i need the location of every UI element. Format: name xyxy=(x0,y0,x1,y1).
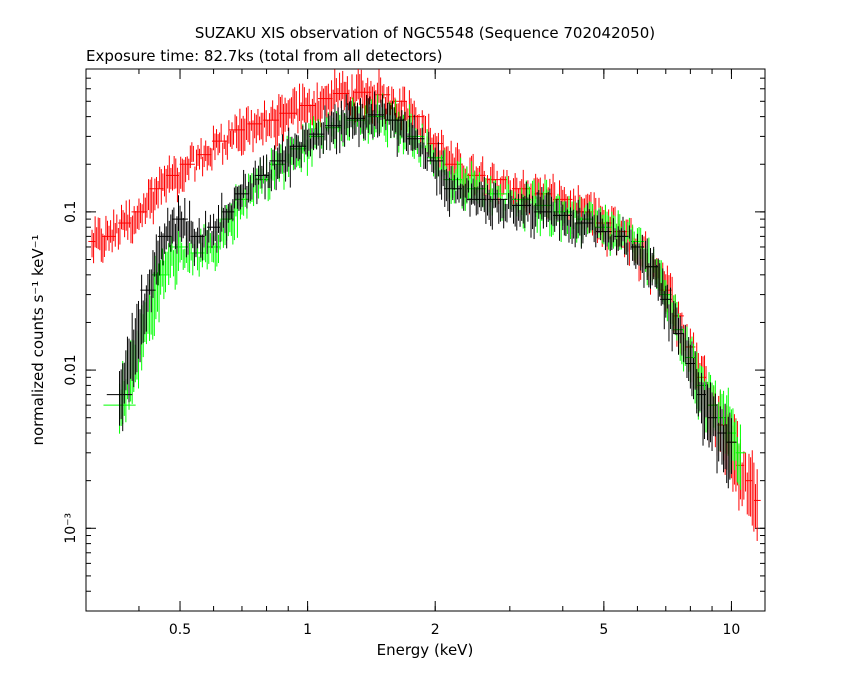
chart-subtitle: Exposure time: 82.7ks (total from all de… xyxy=(86,47,442,65)
x-tick-label: 10 xyxy=(723,622,741,638)
y-axis-label: normalized counts s⁻¹ keV⁻¹ xyxy=(29,234,47,445)
y-tick-label: 10⁻³ xyxy=(63,513,79,544)
series-2 xyxy=(106,91,737,489)
minor-ticks xyxy=(85,68,765,612)
y-tick-label: 0.01 xyxy=(63,354,79,385)
x-tick-label: 5 xyxy=(599,622,608,638)
major-ticks xyxy=(86,69,765,611)
x-tick-label: 1 xyxy=(303,622,312,638)
x-axis-label: Energy (keV) xyxy=(377,641,474,659)
tick-labels: 0.5 1 2 5 10 0.1 0.01 10⁻³ xyxy=(63,201,740,638)
x-tick-label: 2 xyxy=(431,622,440,638)
y-tick-label: 0.1 xyxy=(63,201,79,223)
series-0 xyxy=(88,69,761,541)
plot-frame xyxy=(85,68,766,612)
x-tick-label: 0.5 xyxy=(169,622,191,638)
chart-title: SUZAKU XIS observation of NGC5548 (Seque… xyxy=(195,24,655,42)
series-layer xyxy=(88,69,761,541)
